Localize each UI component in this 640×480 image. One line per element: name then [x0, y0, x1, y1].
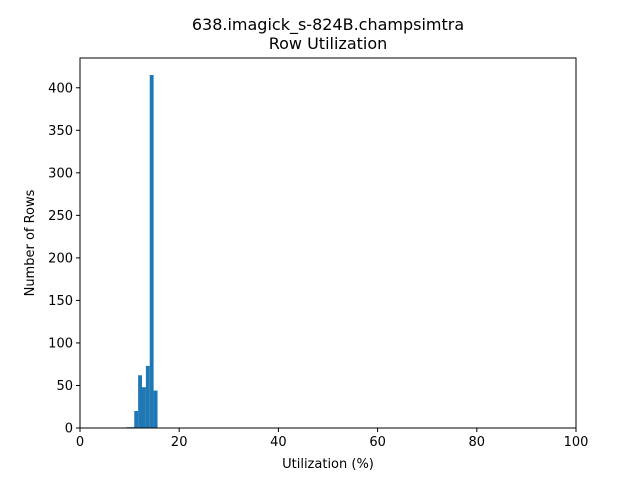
- x-tick-label: 40: [270, 435, 287, 450]
- y-axis-label: Number of Rows: [23, 189, 38, 296]
- y-tick-label: 100: [48, 336, 73, 351]
- x-tick-label: 60: [369, 435, 386, 450]
- histogram-bar-3: [138, 375, 142, 428]
- y-tick-label: 50: [56, 379, 73, 394]
- y-tick-label: 150: [48, 294, 73, 309]
- y-tick-label: 200: [48, 251, 73, 266]
- y-tick-label: 250: [48, 209, 73, 224]
- x-tick-label: 100: [564, 435, 589, 450]
- x-tick-label: 80: [469, 435, 486, 450]
- histogram-bars: [126, 75, 158, 428]
- y-tick-label: 0: [65, 422, 73, 437]
- y-axis-ticks: 0 50 100 150 200 250 300 350 400: [48, 81, 80, 437]
- histogram-bar-5: [145, 365, 150, 428]
- x-axis-label: Utilization (%): [282, 457, 374, 472]
- histogram-bar-2: [134, 410, 139, 428]
- histogram-bar-7: [153, 390, 158, 428]
- x-axis-ticks: 0 20 40 60 80 100: [76, 428, 589, 450]
- plot-frame: [79, 57, 577, 429]
- y-tick-label: 400: [48, 81, 73, 96]
- histogram-bar-4: [142, 387, 146, 428]
- x-tick-label: 20: [171, 435, 188, 450]
- chart-title: 638.imagick_s-824B.champsimtra: [192, 15, 464, 35]
- y-tick-label: 350: [48, 124, 73, 139]
- x-tick-label: 0: [76, 435, 84, 450]
- chart-subtitle: Row Utilization: [269, 34, 388, 53]
- histogram-bar-6: [149, 75, 154, 428]
- y-tick-label: 300: [48, 166, 73, 181]
